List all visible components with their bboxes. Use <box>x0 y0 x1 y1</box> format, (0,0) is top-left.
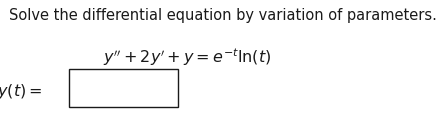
Text: $y'' + 2y' + y = e^{-t}\mathrm{ln}(t)$: $y'' + 2y' + y = e^{-t}\mathrm{ln}(t)$ <box>103 46 272 67</box>
FancyBboxPatch shape <box>69 70 178 107</box>
Text: Solve the differential equation by variation of parameters.: Solve the differential equation by varia… <box>9 8 437 23</box>
Text: $y(t) =$: $y(t) =$ <box>0 82 42 101</box>
